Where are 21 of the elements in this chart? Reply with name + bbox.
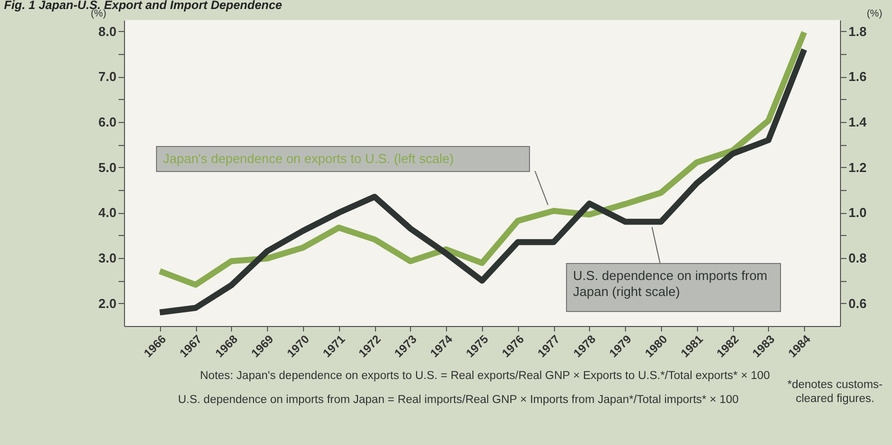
- text: *denotes customs-cleared figures.: [786, 378, 884, 406]
- text: Notes: Japan's dependence on exports to U.S. = Real exports/Real GNP × Exports to U.S.*/Total exports* × 100: [200, 370, 770, 382]
- y-tick-label: 3.0: [98, 250, 116, 266]
- y2-tick-label: 0.8: [848, 250, 867, 266]
- callout-box: Japan's dependence on exports to U.S. (left scale): [156, 146, 530, 172]
- y-tick-label: 8.0: [98, 24, 116, 39]
- y-tick-label: 5.0: [98, 160, 116, 175]
- y2-axis-title: (%): [866, 8, 882, 20]
- y2-tick-label: 1.8: [848, 24, 867, 39]
- y2-tick-label: 1.2: [848, 160, 867, 175]
- y-tick-label: 7.0: [98, 69, 116, 84]
- y2-tick-label: 1.0: [848, 205, 867, 220]
- text: U.S. dependence on imports from Japan = Real imports/Real GNP × Imports from Japan*/Total imports* × 100: [178, 394, 739, 406]
- y2-tick-label: 1.4: [848, 114, 868, 130]
- y2-tick-label: 1.6: [848, 69, 867, 84]
- y2-tick-label: 0.6: [848, 296, 867, 311]
- y-tick-label: 6.0: [98, 114, 116, 130]
- y-tick-label: 4.0: [98, 205, 116, 220]
- callout-box: U.S. dependence on imports from Japan (right scale): [566, 263, 781, 312]
- y-tick-label: 2.0: [98, 296, 116, 311]
- y-axis-title: (%): [90, 8, 106, 20]
